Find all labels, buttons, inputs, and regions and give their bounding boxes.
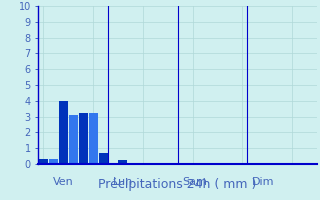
Bar bbox=[49, 159, 58, 164]
X-axis label: Précipitations 24h ( mm ): Précipitations 24h ( mm ) bbox=[99, 178, 257, 191]
Bar bbox=[59, 101, 68, 164]
Bar bbox=[99, 153, 108, 164]
Bar bbox=[89, 113, 98, 164]
Text: Ven: Ven bbox=[53, 177, 74, 187]
Bar bbox=[79, 113, 88, 164]
Text: Sam: Sam bbox=[183, 177, 207, 187]
Text: Lun: Lun bbox=[113, 177, 133, 187]
Bar bbox=[69, 115, 78, 164]
Bar bbox=[118, 160, 127, 164]
Bar bbox=[39, 159, 48, 164]
Text: Dim: Dim bbox=[252, 177, 275, 187]
